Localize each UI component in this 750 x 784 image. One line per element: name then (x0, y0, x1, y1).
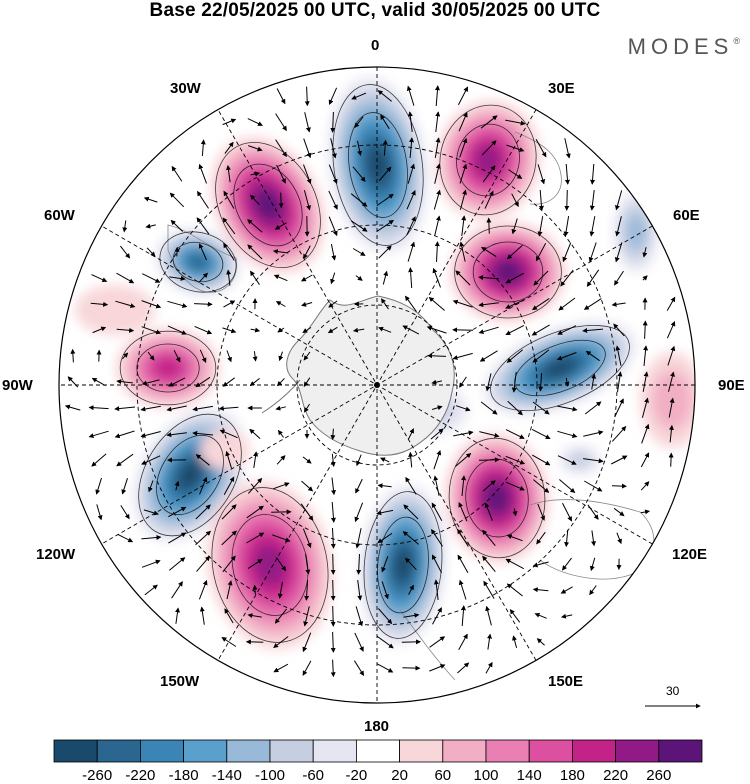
lon-label-60w: 60W (44, 207, 75, 224)
map-disk (40, 50, 720, 730)
lon-label-0: 0 (371, 37, 379, 54)
colorbar-swatch-6 (313, 740, 356, 762)
lon-label-150w: 150W (160, 673, 199, 690)
colorbar-swatch-10 (486, 740, 529, 762)
wind-vector-85 (489, 218, 490, 233)
colorbar-label-9: 100 (473, 767, 498, 784)
colorbar-label-0: -260 (82, 767, 112, 784)
colorbar-swatch-9 (443, 740, 486, 762)
anomaly-blob-5-level-5 (153, 357, 183, 380)
lon-label-90w: 90W (2, 377, 33, 394)
colorbar-swatch-0 (54, 740, 97, 762)
colorbar (54, 740, 702, 762)
colorbar-swatch-14 (659, 740, 702, 762)
colorbar-label-3: -140 (212, 767, 242, 784)
colorbar-label-5: -60 (302, 767, 324, 784)
colorbar-label-2: -180 (169, 767, 199, 784)
colorbar-label-7: 20 (391, 767, 408, 784)
colorbar-label-10: 140 (517, 767, 542, 784)
south-pole-marker (374, 382, 380, 388)
colorbar-swatch-8 (400, 740, 443, 762)
wind-vector-374 (333, 580, 334, 600)
wind-vector-355 (333, 554, 334, 574)
wind-vector-68 (567, 190, 568, 210)
colorbar-label-1: -220 (125, 767, 155, 784)
colorbar-swatch-5 (270, 740, 313, 762)
colorbar-label-8: 60 (434, 767, 451, 784)
colorbar-swatch-12 (572, 740, 615, 762)
colorbar-swatch-1 (97, 740, 140, 762)
lon-label-30e: 30E (548, 80, 575, 97)
colorbar-label-4: -100 (255, 767, 285, 784)
colorbar-swatch-2 (140, 740, 183, 762)
colorbar-swatch-3 (184, 740, 227, 762)
lon-label-30w: 30W (170, 80, 201, 97)
lon-label-180: 180 (364, 718, 389, 735)
lon-label-90e: 90E (718, 377, 745, 394)
anomaly-blob-11-level-3 (626, 214, 646, 250)
lon-label-150e: 150E (548, 673, 583, 690)
colorbar-swatch-4 (227, 740, 270, 762)
wind-vector-391 (333, 606, 334, 626)
reference-vector-label: 30 (666, 684, 679, 698)
anomaly-blob-16-level-2 (568, 451, 593, 468)
colorbar-swatch-11 (529, 740, 572, 762)
colorbar-swatch-7 (356, 740, 399, 762)
wind-vector-276 (479, 460, 499, 461)
colorbar-swatch-13 (616, 740, 659, 762)
colorbar-label-6: -20 (346, 767, 368, 784)
colorbar-label-11: 180 (560, 767, 585, 784)
lon-label-60e: 60E (673, 207, 700, 224)
colorbar-label-13: 260 (646, 767, 671, 784)
lon-label-120w: 120W (36, 546, 75, 563)
lon-label-120e: 120E (672, 546, 707, 563)
colorbar-label-12: 220 (603, 767, 628, 784)
anomaly-blob-3-level-7 (496, 262, 520, 283)
wind-vector-57 (281, 193, 282, 208)
wind-vector-283 (671, 453, 672, 466)
